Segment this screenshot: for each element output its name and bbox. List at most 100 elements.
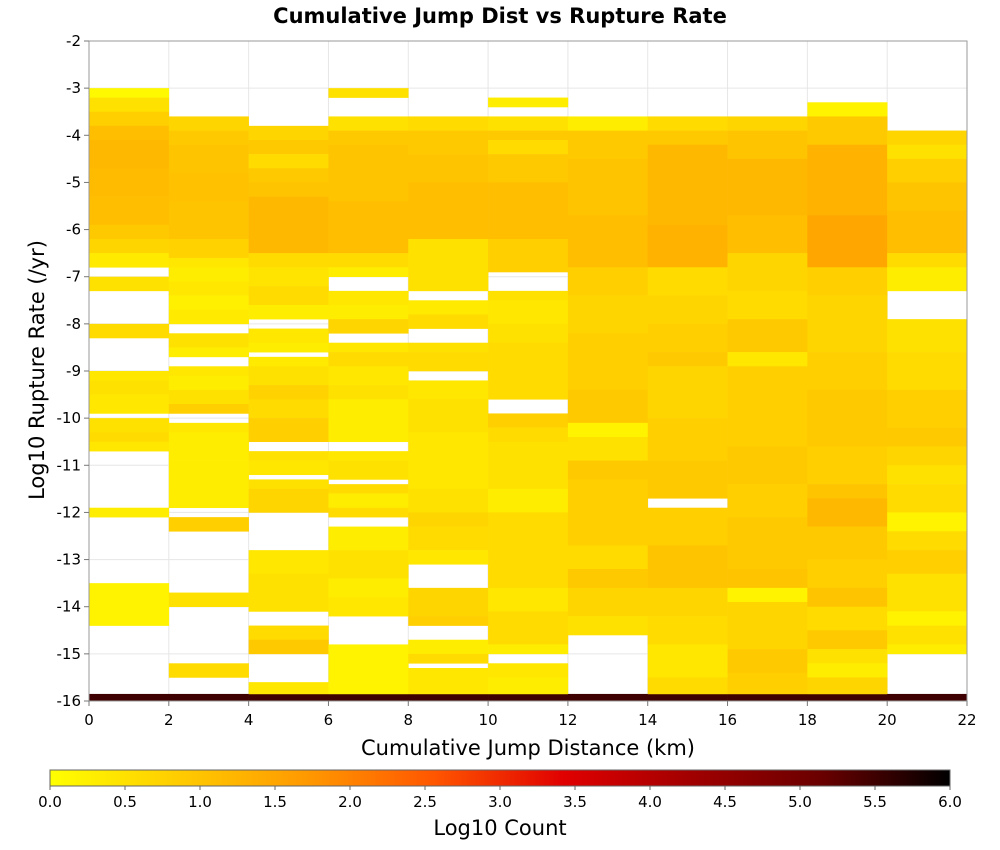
- heatmap-cell: [328, 399, 409, 443]
- heatmap-cell: [168, 404, 249, 414]
- heatmap-cell: [408, 182, 489, 240]
- heatmap-cell: [408, 399, 489, 433]
- heatmap-cell: [248, 154, 329, 169]
- heatmap-cell: [887, 267, 968, 292]
- heatmap-cell: [248, 253, 329, 268]
- heatmap-cell: [168, 201, 249, 240]
- heatmap-cell: [887, 644, 968, 655]
- heatmap-cell: [567, 158, 649, 216]
- heatmap-cell: [328, 116, 409, 131]
- colorbar-tick-label: 1.5: [263, 793, 287, 811]
- heatmap-cell: [89, 125, 170, 141]
- heatmap-cell: [807, 587, 888, 608]
- y-tick-label: -2: [66, 32, 81, 50]
- heatmap-cell: [248, 385, 329, 400]
- heatmap-cell: [488, 130, 569, 141]
- heatmap-cell: [807, 295, 888, 353]
- heatmap-cell: [567, 130, 649, 160]
- heatmap-cell: [647, 693, 728, 702]
- heatmap-cell: [168, 592, 249, 608]
- heatmap-cell: [567, 333, 649, 391]
- heatmap-cell: [89, 583, 170, 626]
- heatmap-cell: [248, 196, 329, 254]
- heatmap-cell: [727, 399, 808, 447]
- heatmap-cell: [328, 451, 409, 461]
- heatmap-cell: [727, 116, 808, 131]
- heatmap-cell: [727, 352, 808, 367]
- y-tick-label: -14: [57, 598, 82, 616]
- heatmap-cell: [727, 517, 808, 570]
- heatmap-cell: [168, 432, 249, 461]
- heatmap-cell: [328, 682, 409, 695]
- heatmap-cell: [647, 587, 728, 617]
- heatmap-cell: [168, 389, 249, 405]
- heatmap-cell: [807, 389, 888, 447]
- colorbar: [49, 769, 951, 787]
- heatmap-cell: [887, 531, 968, 551]
- heatmap-cell: [89, 168, 170, 197]
- y-tick-label: -3: [66, 79, 81, 97]
- heatmap-cell: [328, 484, 409, 494]
- y-tick-label: -15: [57, 645, 82, 663]
- heatmap-cell: [488, 413, 569, 428]
- heatmap-cell: [887, 573, 968, 612]
- heatmap-cell: [168, 488, 249, 509]
- heatmap-cell: [328, 507, 409, 518]
- heatmap-cell: [328, 693, 409, 702]
- colorbar-tick-label: 0.5: [113, 793, 137, 811]
- heatmap-cell: [807, 102, 888, 117]
- heatmap-cell: [248, 182, 329, 197]
- y-tick-label: -6: [66, 221, 81, 239]
- heatmap-cell: [807, 267, 888, 296]
- heatmap-cell: [89, 224, 170, 240]
- heatmap-cell: [567, 116, 649, 131]
- heatmap-cell: [168, 309, 249, 325]
- heatmap-cell: [408, 342, 489, 353]
- heatmap-cell: [488, 427, 569, 443]
- heatmap-cell: [168, 281, 249, 296]
- heatmap-cell: [727, 602, 808, 622]
- heatmap-cell: [168, 460, 249, 490]
- colorbar-tick-label: 3.0: [488, 793, 512, 811]
- heatmap-cell: [488, 290, 569, 301]
- heatmap-cell: [807, 693, 888, 702]
- x-tick-label: 14: [638, 711, 657, 729]
- y-tick-label: -12: [57, 503, 82, 521]
- heatmap-cell: [248, 693, 329, 702]
- heatmap-cell: [328, 342, 409, 353]
- heatmap-cell: [727, 366, 808, 400]
- y-tick-label: -7: [66, 268, 81, 286]
- heatmap-cell: [488, 693, 569, 702]
- heatmap-cell: [887, 427, 968, 447]
- heatmap-cell: [727, 158, 808, 216]
- heatmap-cell: [647, 545, 728, 589]
- heatmap-cell: [887, 389, 968, 428]
- heatmap-cell: [488, 644, 569, 655]
- heatmap-cells: [89, 88, 968, 702]
- heatmap-cell: [488, 611, 569, 645]
- heatmap-cell: [248, 328, 329, 344]
- heatmap-cell: [488, 441, 569, 490]
- heatmap-cell: [168, 375, 249, 391]
- heatmap-cell: [408, 116, 489, 131]
- heatmap-cell: [89, 196, 170, 226]
- heatmap-cell: [488, 512, 569, 589]
- colorbar-tick-label: 3.5: [563, 793, 587, 811]
- y-tick-label: -13: [57, 551, 82, 569]
- heatmap-cell: [567, 545, 649, 570]
- y-axis-ticks: -2 -3 -4 -5 -6 -7 -8 -9 -10 -11 -12 -13 -14 -15 -16: [57, 32, 89, 710]
- x-axis-ticks: 0 2 4 6 8 10 12 14 16 18 20 22: [84, 701, 977, 729]
- heatmap-cell: [168, 130, 249, 146]
- heatmap-cell: [488, 677, 569, 695]
- heatmap-cell: [647, 644, 728, 678]
- x-tick-label: 2: [164, 711, 174, 729]
- heatmap-cell: [328, 460, 409, 480]
- heatmap-cell: [248, 399, 329, 419]
- x-tick-label: 6: [324, 711, 334, 729]
- heatmap-cell: [887, 130, 968, 146]
- colorbar-tick-label: 2.0: [338, 793, 362, 811]
- heatmap-cell: [488, 154, 569, 183]
- heatmap-cell: [807, 559, 888, 589]
- heatmap-cell: [647, 460, 728, 499]
